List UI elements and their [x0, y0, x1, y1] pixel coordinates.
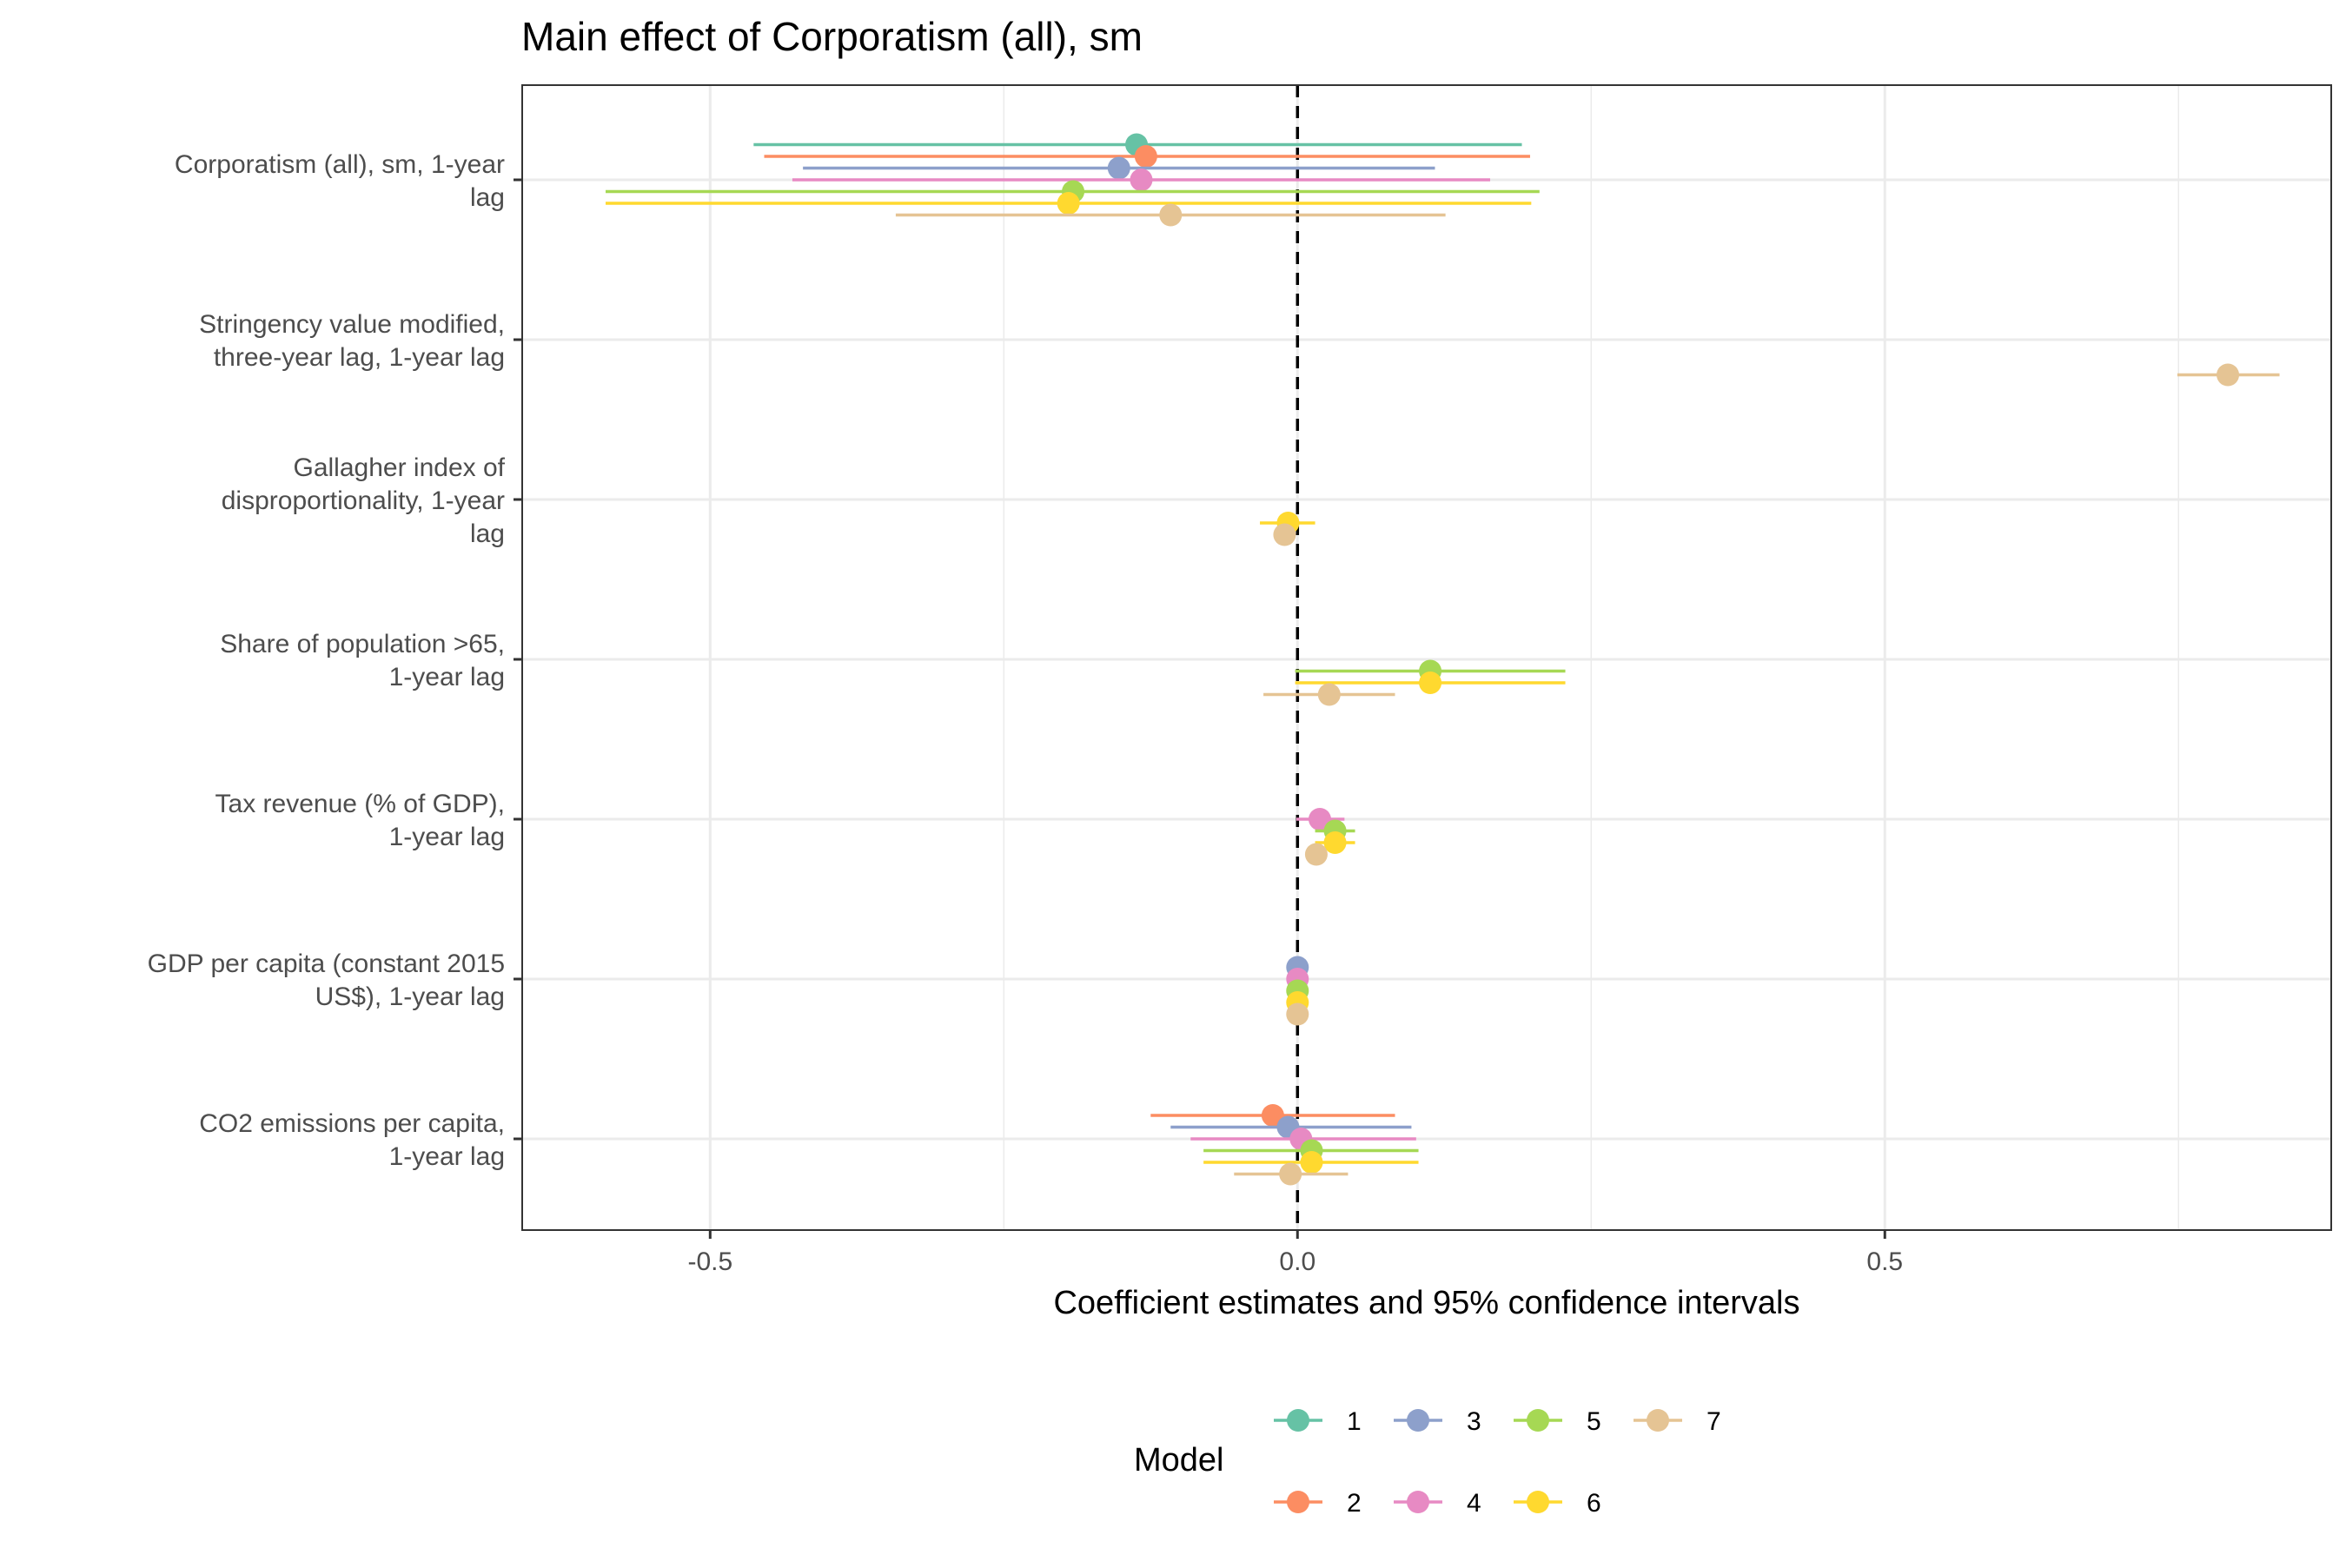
estimate-point — [1317, 683, 1341, 706]
series-model-2 — [764, 145, 1530, 1127]
legend-label: 5 — [1587, 1407, 1601, 1436]
legend-label: 2 — [1347, 1489, 1362, 1518]
marks-layer — [605, 133, 2280, 1186]
estimate-point — [1057, 192, 1080, 215]
legend-item-model-5: 5 — [1514, 1407, 1601, 1436]
series-model-3 — [803, 156, 1435, 1139]
y-tick-label: Tax revenue (% of GDP), — [215, 790, 505, 818]
estimate-point — [1261, 1104, 1284, 1127]
estimate-point — [1279, 1162, 1302, 1186]
y-tick-label: GDP per capita (constant 2015 — [148, 949, 505, 978]
legend-items: 1 2 3 4 5 6 7 — [1274, 1407, 1721, 1518]
legend-key-point — [1527, 1409, 1549, 1432]
chart-title: Main effect of Corporatism (all), sm — [521, 14, 1143, 59]
y-tick-label: CO2 emissions per capita, — [199, 1109, 505, 1138]
y-tick-label: 1-year lag — [389, 663, 505, 691]
legend-item-model-4: 4 — [1394, 1489, 1481, 1518]
series-model-6 — [605, 192, 1566, 1174]
estimate-point — [1304, 843, 1328, 866]
y-axis: Corporatism (all), sm, 1-year lag Stringen… — [148, 150, 522, 1171]
legend-key-point — [1527, 1491, 1549, 1513]
legend-label: 6 — [1587, 1489, 1601, 1518]
y-tick-label: 1-year lag — [389, 823, 505, 851]
legend-label: 7 — [1706, 1407, 1721, 1436]
grid-layer — [522, 85, 2331, 1230]
legend-key-point — [1287, 1491, 1309, 1513]
estimate-point — [1159, 203, 1183, 227]
series-model-7 — [895, 203, 2280, 1186]
x-axis: -0.5 0.0 0.5 — [687, 1230, 1903, 1276]
y-tick-label: lag — [470, 183, 505, 212]
legend-title: Model — [1134, 1442, 1224, 1479]
series-model-4 — [792, 169, 1491, 1150]
x-tick-label: 0.0 — [1279, 1247, 1315, 1276]
legend-item-model-3: 3 — [1394, 1407, 1481, 1436]
x-axis-title: Coefficient estimates and 95% confidence… — [1053, 1285, 1799, 1321]
y-tick-label: disproportionality, 1-year — [222, 486, 505, 515]
y-tick-label: 1-year lag — [389, 1142, 505, 1171]
y-tick-label: Stringency value modified, — [199, 310, 505, 339]
estimate-point — [1130, 169, 1153, 191]
y-tick-label: US$), 1-year lag — [315, 982, 505, 1011]
legend-key-point — [1647, 1409, 1669, 1432]
estimate-point — [1308, 808, 1331, 830]
y-tick-label: Corporatism (all), sm, 1-year — [175, 150, 505, 179]
estimate-point — [1286, 1002, 1309, 1026]
legend-item-model-6: 6 — [1514, 1489, 1601, 1518]
legend-item-model-7: 7 — [1634, 1407, 1721, 1436]
x-tick-label: -0.5 — [687, 1247, 732, 1276]
estimate-point — [1323, 831, 1347, 854]
y-tick-label: lag — [470, 519, 505, 548]
legend-label: 3 — [1467, 1407, 1481, 1436]
legend-key-point — [1287, 1409, 1309, 1432]
estimate-point — [2217, 363, 2240, 387]
legend-label: 1 — [1347, 1407, 1362, 1436]
legend-item-model-1: 1 — [1274, 1407, 1362, 1436]
series-model-5 — [605, 180, 1566, 1162]
y-tick-label: Share of population >65, — [220, 630, 505, 658]
legend-key-point — [1407, 1491, 1429, 1513]
estimate-point — [1134, 145, 1157, 168]
legend-key-point — [1407, 1409, 1429, 1432]
estimate-point — [1419, 672, 1442, 694]
estimate-point — [1300, 1151, 1323, 1174]
estimate-point — [1107, 156, 1130, 180]
y-tick-label: three-year lag, 1-year lag — [214, 343, 505, 372]
legend-label: 4 — [1467, 1489, 1481, 1518]
legend: Model 1 2 3 4 5 6 7 — [1134, 1407, 1721, 1518]
x-tick-label: 0.5 — [1866, 1247, 1903, 1276]
y-tick-label: Gallagher index of — [294, 453, 506, 482]
estimate-point — [1273, 523, 1296, 546]
panel-border — [521, 84, 2332, 1231]
legend-item-model-2: 2 — [1274, 1489, 1362, 1518]
